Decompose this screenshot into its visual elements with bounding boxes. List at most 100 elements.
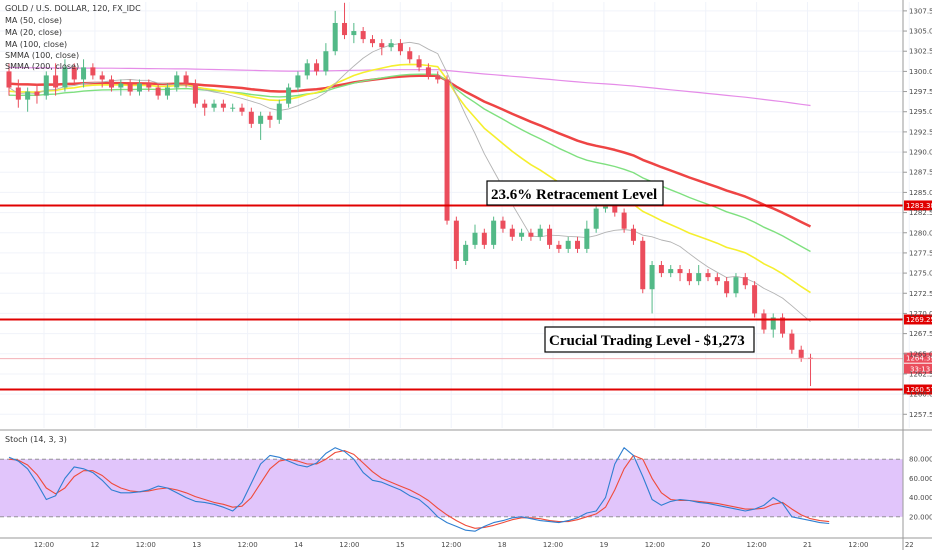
- candle-up: [25, 91, 31, 100]
- price-tick-label: 1280.00: [909, 229, 932, 237]
- candle-down: [686, 273, 692, 282]
- time-tick-label: 18: [498, 541, 507, 549]
- time-tick-label: 12:00: [645, 541, 665, 549]
- candle-down: [453, 220, 459, 261]
- legend-smma200: SMMA (200, close): [5, 62, 79, 71]
- stochastic-tick-label: 60.0000: [909, 475, 932, 483]
- candle-down: [109, 79, 115, 88]
- ma20-line: [8, 41, 811, 322]
- candle-down: [444, 79, 450, 221]
- candle-down: [6, 71, 12, 88]
- candle-down: [780, 317, 786, 334]
- candle-down: [742, 277, 748, 286]
- candle-up: [351, 31, 357, 36]
- candle-down: [360, 31, 366, 40]
- price-tick-label: 1260.00: [909, 391, 932, 399]
- candle-down: [789, 333, 795, 350]
- stochastic-panel: [0, 458, 903, 518]
- price-tick-label: 1262.50: [909, 370, 932, 378]
- candle-up: [258, 115, 264, 124]
- level-tag-label: 1283.38: [906, 202, 932, 210]
- candle-up: [593, 208, 599, 229]
- candle-up: [295, 75, 301, 88]
- candle-down: [71, 67, 77, 80]
- time-tick-label: 13: [192, 541, 201, 549]
- countdown-label: 33:13: [910, 366, 930, 374]
- candle-up: [118, 83, 124, 88]
- time-tick-label: 22: [905, 541, 914, 549]
- candle-up: [463, 244, 469, 261]
- candle-up: [164, 87, 170, 96]
- level-tag: [904, 384, 932, 395]
- candle-down: [556, 244, 562, 249]
- ma50-line: [8, 63, 811, 294]
- level-tag: [904, 314, 932, 325]
- candle-down: [53, 75, 59, 88]
- price-tick-label: 1302.50: [909, 48, 932, 56]
- candle-down: [714, 277, 720, 282]
- time-tick-label: 12:00: [136, 541, 156, 549]
- candle-down: [239, 107, 245, 112]
- candle-down: [146, 83, 152, 88]
- chart-header: GOLD / U.S. DOLLAR, 120, FX_IDC MA (50, …: [5, 4, 141, 71]
- time-tick-label: 12: [90, 541, 99, 549]
- horizontal-levels: 1283.38 1269.25 1260.57 1264.39 33:13: [0, 200, 932, 395]
- candle-down: [509, 228, 515, 237]
- candle-down: [761, 313, 767, 330]
- chart-title: GOLD / U.S. DOLLAR, 120, FX_IDC: [5, 4, 141, 13]
- candle-down: [640, 240, 646, 290]
- candle-up: [649, 265, 655, 290]
- price-grid: [0, 2, 910, 428]
- candle-down: [90, 67, 96, 76]
- price-tick-label: 1272.50: [909, 290, 932, 298]
- candle-up: [81, 67, 87, 80]
- candle-down: [416, 59, 422, 68]
- candle-down: [724, 281, 730, 294]
- price-tick-label: 1305.00: [909, 28, 932, 36]
- price-tick-label: 1265.00: [909, 350, 932, 358]
- time-tick-label: 12:00: [848, 541, 868, 549]
- candle-down: [379, 43, 385, 48]
- candle-up: [770, 317, 776, 330]
- annotation-crucial-level: Crucial Trading Level - $1,273: [544, 326, 755, 353]
- current-price-label: 1264.39: [906, 355, 932, 363]
- moving-averages: [8, 41, 812, 322]
- candle-up: [304, 63, 310, 76]
- candle-down: [220, 103, 226, 108]
- price-tick-label: 1257.50: [909, 411, 932, 419]
- candle-down: [342, 22, 348, 36]
- candle-up: [519, 232, 525, 237]
- candle-down: [575, 240, 581, 249]
- candle-down: [658, 265, 664, 274]
- stochastic-tick-label: 80.0000: [909, 456, 932, 464]
- price-tick-label: 1270.00: [909, 310, 932, 318]
- stochastic-label: Stoch (14, 3, 3): [5, 435, 67, 444]
- candle-up: [211, 103, 217, 108]
- price-tick-label: 1282.50: [909, 209, 932, 217]
- candle-down: [500, 220, 506, 229]
- candle-up: [323, 51, 329, 72]
- candle-down: [183, 75, 189, 84]
- time-tick-label: 12:00: [34, 541, 54, 549]
- smma100-line: [8, 74, 812, 228]
- time-tick-label: 12:00: [339, 541, 359, 549]
- time-tick-label: 12:00: [441, 541, 461, 549]
- legend-ma100: MA (100, close): [5, 40, 67, 49]
- candle-down: [612, 204, 618, 213]
- annotation-retracement: 23.6% Retracement Level: [486, 180, 664, 206]
- candle-down: [34, 91, 40, 96]
- legend-ma20: MA (20, close): [5, 28, 62, 37]
- candle-down: [481, 232, 487, 245]
- time-tick-label: 21: [803, 541, 812, 549]
- annotation-crucial-level-text: Crucial Trading Level - $1,273: [549, 333, 745, 349]
- candle-up: [733, 277, 739, 294]
- candle-up: [230, 107, 236, 109]
- candle-up: [286, 87, 292, 104]
- stochastic-tick-label: 20.0000: [909, 513, 932, 521]
- candle-down: [435, 75, 441, 80]
- candle-down: [677, 269, 683, 274]
- annotation-retracement-text: 23.6% Retracement Level: [491, 187, 657, 203]
- candle-down: [267, 115, 273, 120]
